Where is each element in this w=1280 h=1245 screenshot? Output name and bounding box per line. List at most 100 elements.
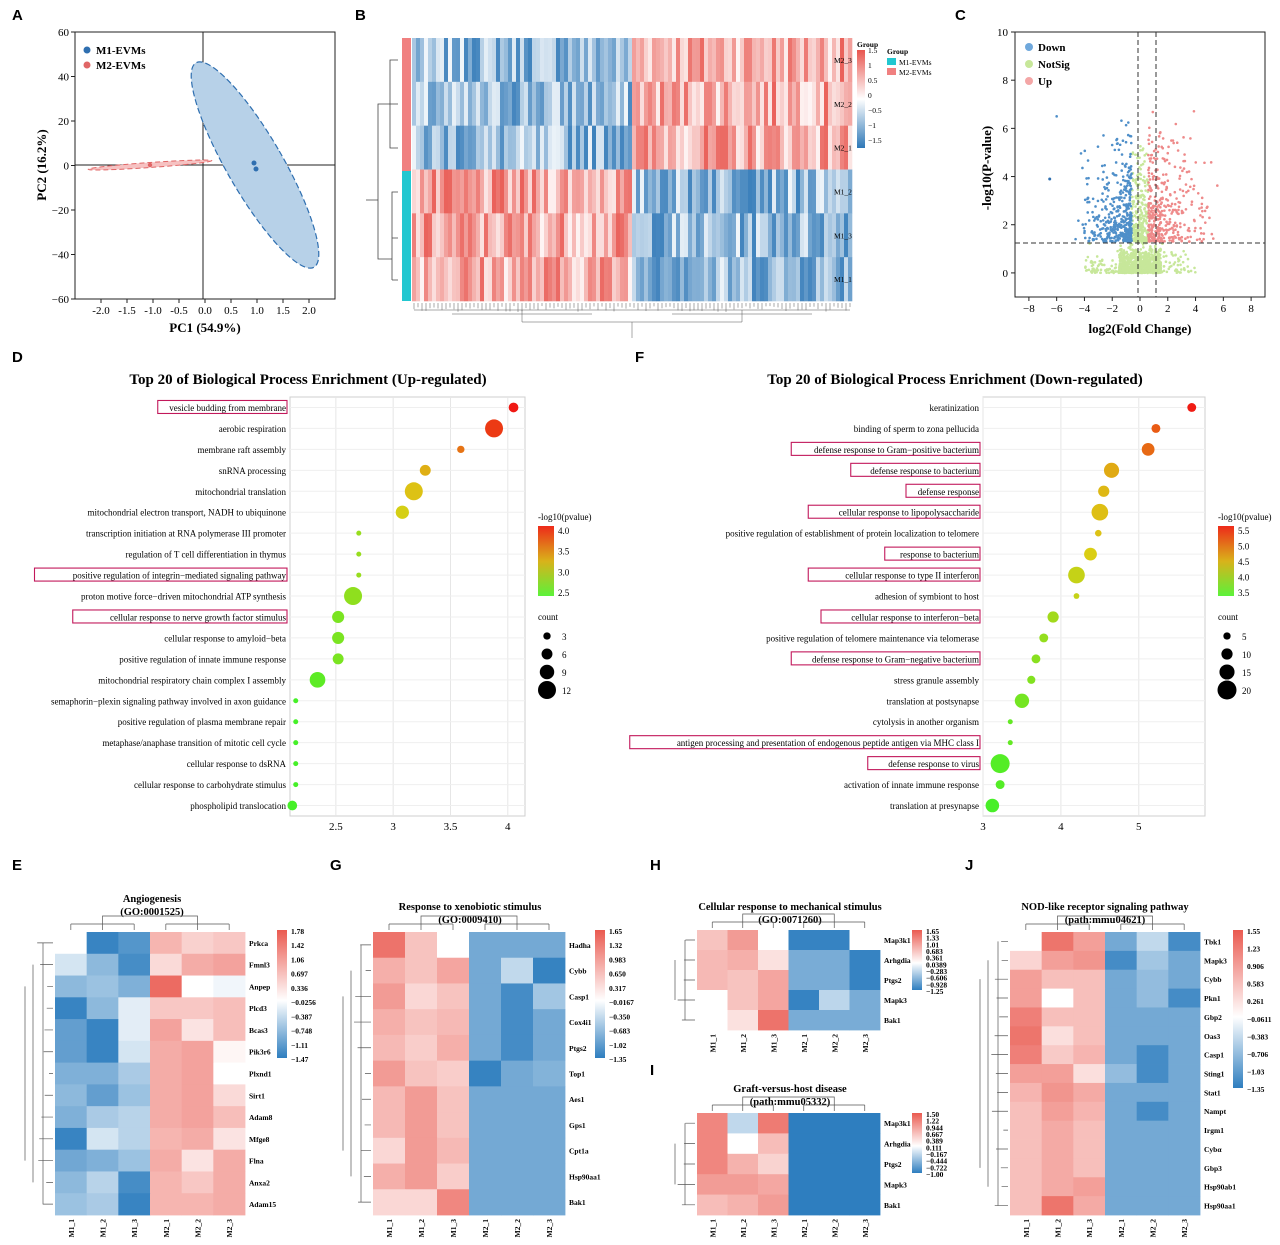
heatmap-b-cell bbox=[620, 169, 625, 214]
heatmap-b-cell bbox=[600, 169, 605, 214]
volcano-point-up bbox=[1160, 145, 1164, 149]
heatmap-gene-label: Ptgs2 bbox=[884, 1160, 902, 1169]
heatmap-row-dendrogram bbox=[674, 1122, 695, 1206]
volcano-point-notsig bbox=[1093, 269, 1097, 272]
heatmap-b-cell bbox=[492, 169, 497, 214]
enrichment-term-label: defense response to Gram−positive bacter… bbox=[814, 445, 979, 455]
enrichment-size-tick: 5 bbox=[1242, 632, 1247, 642]
heatmap-b-cell bbox=[816, 169, 821, 214]
heatmap-cell bbox=[819, 1113, 850, 1134]
heatmap-b-cell bbox=[524, 213, 529, 258]
heatmap-b-cell bbox=[576, 169, 581, 214]
heatmap-b-cell bbox=[772, 257, 777, 302]
heatmap-b-cell bbox=[668, 125, 673, 170]
heatmap-b-cell bbox=[528, 169, 533, 214]
volcano-point-down bbox=[1128, 225, 1132, 229]
heatmap-b-cell bbox=[608, 213, 613, 258]
heatmap-b-cell bbox=[500, 81, 505, 126]
volcano-point-up bbox=[1162, 181, 1166, 185]
heatmap-b-cell bbox=[796, 213, 801, 258]
heatmap-b-cell bbox=[804, 213, 809, 258]
heatmap-cell bbox=[469, 1112, 502, 1139]
heatmap-b-cell bbox=[464, 213, 469, 258]
volcano-point-down bbox=[1085, 177, 1088, 180]
heatmap-b-cell bbox=[564, 125, 569, 170]
volcano-point-notsig bbox=[1093, 261, 1097, 264]
enrichment-term-label: response to bacterium bbox=[900, 550, 979, 560]
volcano-point-up bbox=[1187, 189, 1190, 193]
enrichment-size-dot bbox=[1221, 648, 1233, 660]
heatmap-cell bbox=[469, 932, 502, 959]
volcano-point-down bbox=[1126, 174, 1129, 177]
enrichment-term-highlight bbox=[33, 567, 288, 582]
volcano-point-down bbox=[1121, 225, 1125, 228]
heatmap-cell bbox=[213, 1171, 246, 1194]
volcano-point-notsig bbox=[1172, 263, 1176, 266]
enrichment-dot bbox=[293, 761, 299, 767]
heatmap-b-cell bbox=[748, 125, 753, 170]
heatmap-b-cell bbox=[456, 38, 461, 83]
heatmap-cell bbox=[727, 990, 759, 1011]
heatmap-b-cell bbox=[552, 169, 557, 214]
volcano-point-notsig bbox=[1132, 199, 1135, 203]
heatmap-b-cell bbox=[588, 169, 593, 214]
volcano-point-up bbox=[1156, 214, 1160, 218]
volcano-point-down bbox=[1115, 196, 1118, 199]
heatmap-b-cell bbox=[548, 81, 553, 126]
volcano-point-down bbox=[1092, 238, 1096, 241]
enrichment-color-tick: 3.5 bbox=[1238, 588, 1250, 598]
volcano-point-down bbox=[1109, 227, 1113, 231]
heatmap-subtitle: (GO:0071260) bbox=[758, 915, 822, 926]
heatmap-b-legend-m1-swatch bbox=[887, 58, 896, 65]
heatmap-cell bbox=[405, 1086, 438, 1113]
heatmap-b-scale-title: Group bbox=[857, 40, 878, 49]
heatmap-b-cell bbox=[672, 125, 677, 170]
volcano-ylabel: -log10(P-value) bbox=[979, 126, 994, 210]
heatmap-title: Cellular response to mechanical stimulus bbox=[698, 902, 881, 913]
volcano-point-down bbox=[1105, 176, 1109, 179]
heatmap-cell bbox=[697, 1010, 728, 1031]
heatmap-gene-label: Casp1 bbox=[1204, 1051, 1224, 1060]
volcano-point-down bbox=[1128, 195, 1132, 199]
heatmap-gene-label: Gbp2 bbox=[1204, 1013, 1222, 1022]
pca-y-tick-label: 0 bbox=[64, 161, 70, 173]
volcano-point-up bbox=[1198, 207, 1201, 210]
heatmap-cell bbox=[1010, 932, 1043, 952]
volcano-point-notsig bbox=[1168, 265, 1172, 269]
heatmap-b-cell bbox=[724, 169, 729, 214]
heatmap-cell bbox=[405, 932, 438, 959]
volcano-point-up bbox=[1165, 197, 1168, 201]
heatmap-b-cell bbox=[812, 125, 817, 170]
enrichment-dot bbox=[356, 572, 362, 578]
volcano-point-down bbox=[1122, 178, 1125, 182]
volcano-point-down bbox=[1092, 215, 1095, 219]
volcano-point-up bbox=[1188, 185, 1192, 189]
volcano-point-up bbox=[1147, 224, 1150, 228]
heatmap-cell bbox=[788, 1010, 820, 1031]
volcano-point-down bbox=[1119, 223, 1123, 227]
heatmap-b-cell bbox=[692, 38, 697, 83]
heatmap-b-cell bbox=[540, 213, 545, 258]
heatmap-cell bbox=[437, 1112, 470, 1139]
heatmap-cell bbox=[181, 1171, 214, 1194]
heatmap-sample-label: M2_1 bbox=[800, 1219, 809, 1238]
heatmap-cell bbox=[55, 1149, 88, 1172]
heatmap-b-cell bbox=[600, 125, 605, 170]
heatmap-b-cell bbox=[812, 213, 817, 258]
volcano-point-notsig bbox=[1184, 253, 1187, 256]
heatmap-b-cell bbox=[640, 213, 645, 258]
volcano-point-down bbox=[1100, 208, 1104, 211]
heatmap-b-cell bbox=[428, 38, 433, 83]
volcano-point-up bbox=[1147, 181, 1150, 184]
heatmap-b-cell bbox=[780, 257, 785, 302]
heatmap-b-cell bbox=[476, 169, 481, 214]
heatmap-subtitle: (GO:0001525) bbox=[120, 907, 184, 918]
heatmap-cell bbox=[118, 1193, 151, 1216]
volcano-point-notsig bbox=[1194, 270, 1197, 274]
volcano-point-up bbox=[1203, 209, 1207, 213]
volcano-point-up bbox=[1160, 233, 1164, 236]
heatmap-subtitle: (path:mmu05332) bbox=[750, 1097, 831, 1108]
volcano-point-up bbox=[1162, 236, 1166, 240]
enrichment-term-highlight bbox=[790, 651, 981, 666]
volcano-point-down bbox=[1096, 177, 1100, 180]
